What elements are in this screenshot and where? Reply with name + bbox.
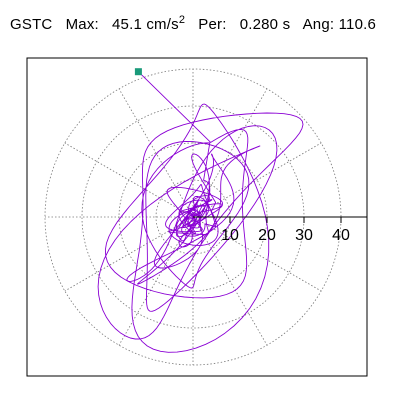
radial-tick-label: 20: [258, 227, 276, 244]
station-name: GSTC: [10, 16, 53, 33]
period-label: Per:: [198, 16, 227, 33]
grid-spoke: [64, 142, 194, 218]
chart-header: GSTC Max: 45.1 cm/s2 Per: 0.280 s Ang: 1…: [10, 14, 376, 33]
radial-tick-label: 40: [332, 227, 350, 244]
max-value: 45.1 cm/s: [112, 16, 179, 33]
grid-spoke: [192, 216, 322, 292]
angle-label: Ang:: [302, 16, 335, 33]
grid-spoke: [64, 216, 194, 292]
period-value: 0.280 s: [239, 16, 291, 33]
orbit-trace: [97, 71, 304, 353]
radial-tick-label: 30: [295, 227, 313, 244]
angle-value: 110.6: [338, 16, 377, 33]
grid-spoke: [192, 88, 268, 218]
radial-tick-labels: 10 20 30 40: [221, 227, 350, 244]
max-label: Max:: [65, 16, 99, 33]
grid-spoke: [118, 88, 194, 218]
radial-axis: [193, 216, 367, 223]
radial-tick-label: 10: [221, 227, 239, 244]
max-exponent: 2: [178, 14, 186, 26]
orbit-path: [97, 71, 304, 353]
max-marker: [134, 68, 142, 76]
